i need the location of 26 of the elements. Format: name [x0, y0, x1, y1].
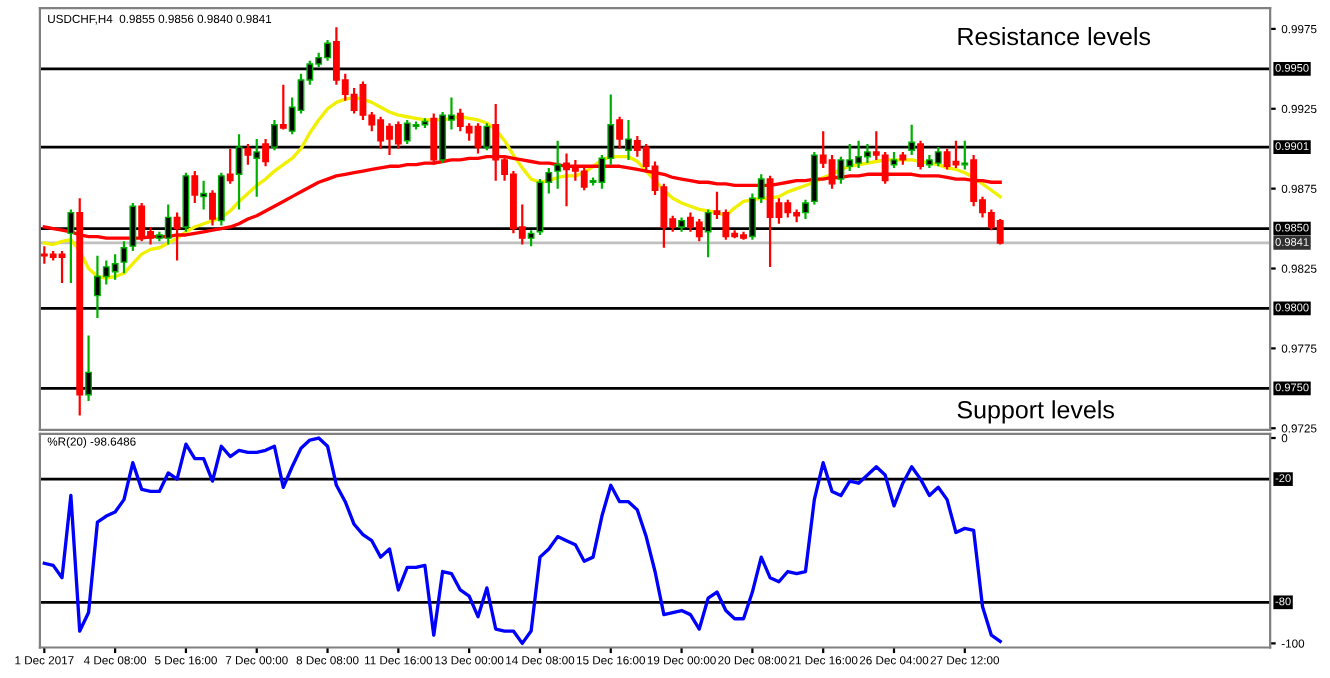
- candlestick: [722, 208, 730, 241]
- candlestick: [58, 249, 66, 284]
- candlestick: [226, 147, 234, 185]
- candlestick: [996, 217, 1004, 246]
- candlestick: [837, 155, 845, 185]
- candlestick: [200, 179, 208, 211]
- candlestick: [217, 171, 225, 227]
- candlestick: [244, 142, 252, 166]
- candlestick: [350, 86, 358, 115]
- line-series: [42, 436, 1002, 646]
- candlestick: [394, 120, 402, 150]
- annotation: Resistance levels: [958, 27, 1151, 46]
- candlestick: [191, 169, 199, 205]
- candlestick: [580, 166, 588, 192]
- candlestick: [943, 147, 951, 171]
- candlestick: [120, 240, 128, 275]
- candlestick: [279, 83, 287, 131]
- candlestick: [810, 150, 818, 206]
- candlestick: [111, 253, 119, 281]
- candlestick: [695, 217, 703, 243]
- candlestick: [616, 115, 624, 150]
- candlestick: [262, 138, 270, 168]
- candlestick: [802, 198, 809, 221]
- candlestick: [209, 189, 216, 227]
- candlestick: [917, 139, 924, 171]
- annotation: Support levels: [957, 400, 1114, 424]
